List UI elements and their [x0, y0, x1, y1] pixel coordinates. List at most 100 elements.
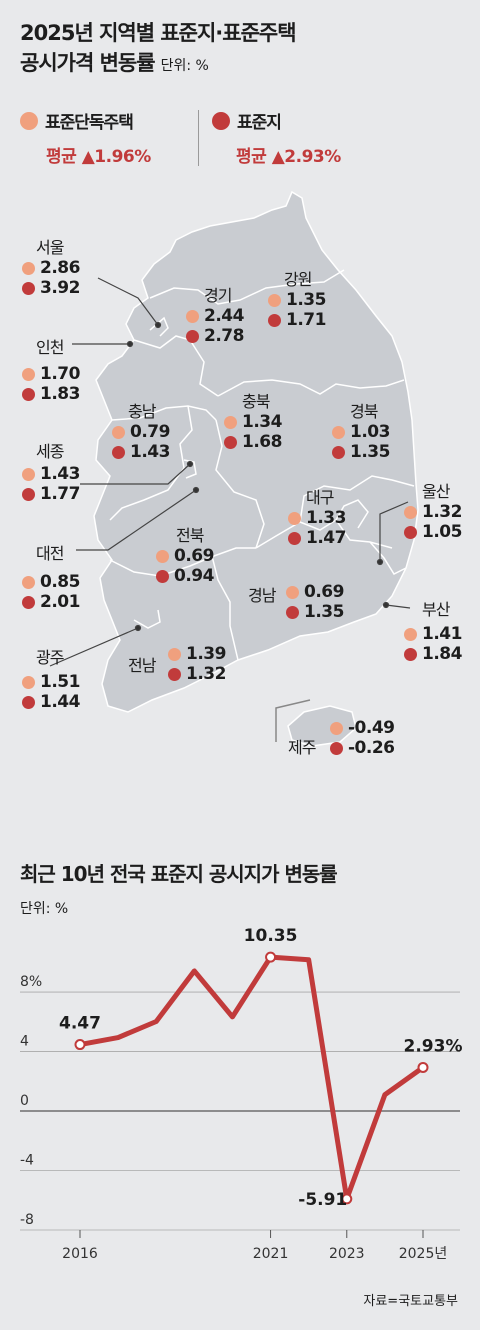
- data-label: 4.47: [59, 1014, 101, 1034]
- region-gyeonggi: 경기 2.44 2.78: [186, 282, 244, 346]
- land-value: 1.35: [332, 442, 390, 462]
- land-value: 1.84: [404, 644, 462, 664]
- house-value: 1.34: [224, 412, 282, 432]
- house-value-text: 0.69: [304, 582, 344, 602]
- house-value-text: 2.86: [40, 258, 80, 278]
- region-name: 전북: [176, 526, 204, 545]
- region-jeju: 제주: [288, 734, 316, 758]
- region-name: 광주: [36, 648, 64, 667]
- region-name: 세종: [36, 442, 64, 461]
- house-value: 1.43: [22, 464, 80, 484]
- house-value: 1.41: [404, 624, 462, 644]
- region-busan: 부산 1.41 1.84: [404, 596, 462, 664]
- house-value: 2.86: [22, 258, 80, 278]
- region-name: 대전: [36, 544, 64, 563]
- land-dot: [286, 605, 299, 619]
- house-value: 0.85: [22, 572, 80, 592]
- house-value-text: 1.32: [422, 502, 462, 522]
- data-point-marker: [417, 1061, 429, 1073]
- region-jeju-values: -0.49 -0.26: [330, 718, 395, 758]
- land-dot: [168, 667, 181, 681]
- region-name: 서울: [36, 238, 64, 257]
- house-value-text: 1.70: [40, 364, 80, 384]
- house-dot: [286, 585, 299, 599]
- land-dot: [22, 595, 35, 609]
- land-dot: [288, 531, 301, 545]
- region-incheon: 인천 1.70 1.83: [22, 334, 80, 404]
- series-line: [77, 954, 426, 1202]
- land-dot: [112, 445, 125, 459]
- label-layer: 8% 4 0 -4 -8 2016 2021 2023 2025년 4.47 10.35 -5.91 2…: [20, 926, 462, 1262]
- data-point-marker: [265, 951, 277, 963]
- house-dot: [156, 549, 169, 563]
- x-tick-label: 2025년: [399, 1246, 448, 1262]
- land-value: 2.78: [186, 326, 244, 346]
- region-gyeongnam-values: 0.69 1.35: [286, 582, 344, 622]
- house-value-text: 1.35: [286, 290, 326, 310]
- house-value-text: 1.33: [306, 508, 346, 528]
- land-value: 1.44: [22, 692, 80, 712]
- series-layer: [74, 951, 429, 1205]
- house-value-text: 1.34: [242, 412, 282, 432]
- data-point-marker: [341, 1193, 353, 1205]
- house-value-text: 1.03: [350, 422, 390, 442]
- land-value: 2.01: [22, 592, 80, 612]
- x-tick-label: 2016: [62, 1246, 98, 1262]
- page-title: 2025년 지역별 표준지·표준주택 공시가격 변동률 단위: %: [20, 18, 297, 81]
- region-name: 제주: [288, 738, 316, 757]
- land-value: 1.77: [22, 484, 80, 504]
- land-average-value: ▲2.93%: [271, 147, 342, 167]
- house-dot: [22, 261, 35, 275]
- house-average-value: ▲1.96%: [81, 147, 152, 167]
- data-label: 2.93%: [404, 1036, 463, 1056]
- land-value-text: 1.44: [40, 692, 80, 712]
- jeju-shape: [287, 705, 357, 747]
- house-legend-dot: [20, 111, 38, 130]
- legend-divider: [198, 110, 199, 166]
- house-value: 0.69: [286, 582, 344, 602]
- land-dot: [22, 387, 35, 401]
- land-value-text: 1.77: [40, 484, 80, 504]
- land-value-text: 1.71: [286, 310, 326, 330]
- house-dot: [112, 425, 125, 439]
- land-value: -0.26: [330, 738, 395, 758]
- land-value-text: 2.78: [204, 326, 244, 346]
- land-value-text: 1.35: [350, 442, 390, 462]
- land-value-text: 1.32: [186, 664, 226, 684]
- data-point-marker: [74, 1039, 86, 1051]
- land-legend-label: 표준지: [237, 113, 282, 133]
- region-name: 인천: [36, 338, 64, 357]
- region-name: 경북: [350, 402, 378, 421]
- land-dot: [22, 487, 35, 501]
- land-value-text: 1.35: [304, 602, 344, 622]
- land-value-text: 1.68: [242, 432, 282, 452]
- land-legend-dot: [212, 111, 230, 130]
- region-gyeongnam: 경남: [248, 582, 276, 606]
- land-dot: [330, 741, 343, 755]
- house-dot: [268, 293, 281, 307]
- land-average: 평균 ▲2.93%: [236, 142, 341, 167]
- house-value: 1.70: [22, 364, 80, 384]
- region-name: 경남: [248, 586, 276, 605]
- house-value-text: 1.39: [186, 644, 226, 664]
- house-value-text: 1.43: [40, 464, 80, 484]
- house-value-text: 1.51: [40, 672, 80, 692]
- y-tick-label: 0: [20, 1093, 29, 1109]
- y-tick-label: -4: [20, 1153, 34, 1169]
- land-value-text: 1.84: [422, 644, 462, 664]
- legend-land: 표준지: [212, 108, 282, 133]
- region-name: 강원: [284, 270, 312, 289]
- leader-lines: [49, 277, 411, 667]
- house-value: 0.79: [112, 422, 170, 442]
- land-dot: [224, 435, 237, 449]
- korea-map: [49, 190, 419, 747]
- house-dot: [330, 721, 343, 735]
- house-average-label: 평균: [46, 147, 77, 167]
- house-dot: [22, 675, 35, 689]
- region-name: 대구: [306, 488, 334, 507]
- region-name: 경기: [204, 286, 232, 305]
- region-ulsan: 울산 1.32 1.05: [404, 478, 462, 542]
- land-dot: [156, 569, 169, 583]
- x-tick-label: 2023: [329, 1246, 365, 1262]
- region-chungbuk: 충북 1.34 1.68: [224, 388, 282, 452]
